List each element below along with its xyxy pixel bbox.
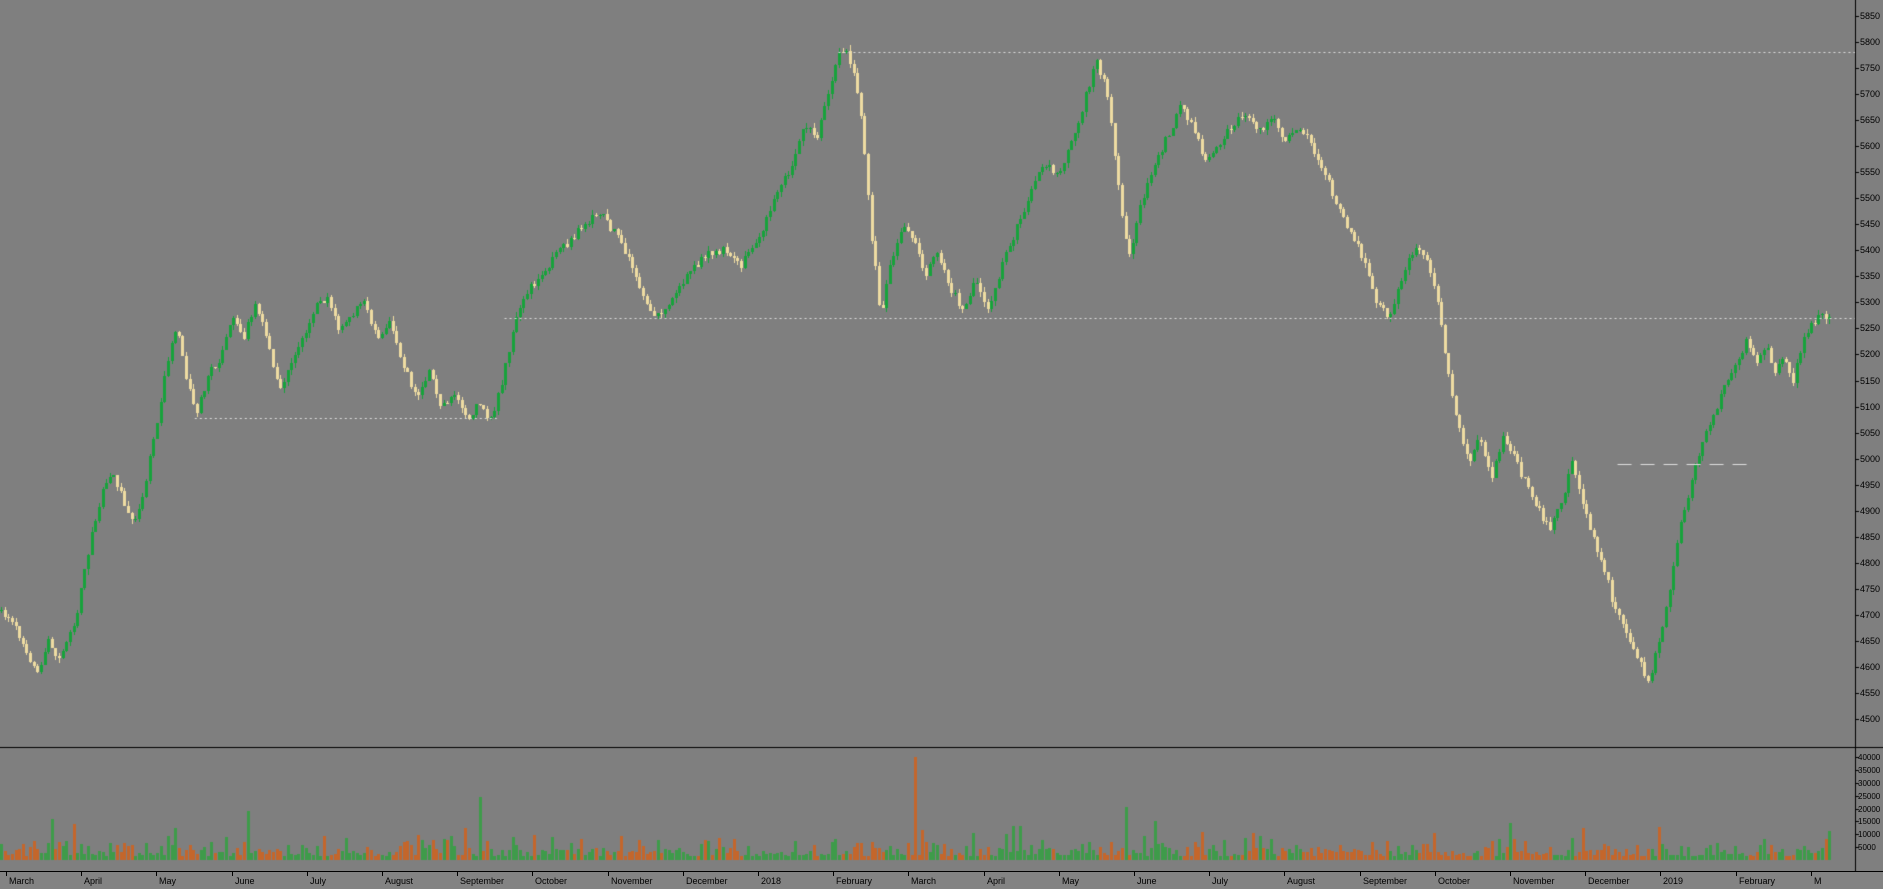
price-tick-label: 5350 (1860, 271, 1881, 282)
month-label: 2018 (761, 876, 782, 886)
volume-axis[interactable]: 40000 35000 30000 25000 20000 15000 10000 5000 (1855, 748, 1883, 871)
price-tick-label: 5300 (1860, 297, 1881, 308)
month-tick (1209, 872, 1210, 876)
price-axis[interactable]: 5850 5800 5750 5700 5650 5600 5550 5500 5450 5400… (1855, 0, 1883, 748)
month-tick (1059, 872, 1060, 876)
price-tick-label: 4900 (1860, 505, 1881, 516)
price-tick-label: 5450 (1860, 219, 1881, 230)
month-label: November (1513, 876, 1555, 886)
month-tick (6, 872, 7, 876)
price-tick-label: 5200 (1860, 349, 1881, 360)
month-tick (382, 872, 383, 876)
price-tick-label: 4700 (1860, 610, 1881, 621)
price-tick-label: 5800 (1860, 36, 1881, 47)
month-tick (833, 872, 834, 876)
month-label: April (987, 876, 1006, 886)
month-label: March (9, 876, 35, 886)
month-label: February (1739, 876, 1776, 886)
volume-tick-label: 10000 (1858, 830, 1881, 840)
month-tick (307, 872, 308, 876)
month-label: September (460, 876, 505, 886)
month-label: December (686, 876, 728, 886)
month-tick (1736, 872, 1737, 876)
month-label: August (1287, 876, 1316, 886)
price-tick-label: 5150 (1860, 375, 1881, 386)
month-tick (232, 872, 233, 876)
price-tick-label: 5000 (1860, 453, 1881, 464)
volume-tick-label: 15000 (1858, 817, 1881, 827)
volume-tick-label: 30000 (1858, 778, 1881, 788)
month-label: February (836, 876, 873, 886)
month-tick (1811, 872, 1812, 876)
month-tick (457, 872, 458, 876)
month-tick (908, 872, 909, 876)
month-tick (156, 872, 157, 876)
month-tick (1585, 872, 1586, 876)
price-tick-label: 5550 (1860, 167, 1881, 178)
volume-tick-label: 25000 (1858, 791, 1881, 801)
time-axis[interactable]: March April May June July August September Octo… (0, 871, 1883, 889)
volume-tick-label: 5000 (1858, 843, 1876, 853)
month-label: August (385, 876, 414, 886)
month-tick (1660, 872, 1661, 876)
price-tick-label: 5100 (1860, 401, 1881, 412)
month-tick (1284, 872, 1285, 876)
volume-tick-label: 40000 (1858, 753, 1881, 762)
month-label: December (1588, 876, 1630, 886)
price-tick-label: 4550 (1860, 688, 1881, 699)
volume-tick-label: 35000 (1858, 765, 1881, 775)
month-tick (1134, 872, 1135, 876)
month-tick (984, 872, 985, 876)
month-label: October (535, 876, 568, 886)
price-tick-label: 4850 (1860, 531, 1881, 542)
month-tick (683, 872, 684, 876)
month-label: July (1212, 876, 1229, 886)
price-tick-label: 4800 (1860, 557, 1881, 568)
month-label: M (1814, 876, 1822, 886)
month-tick (1510, 872, 1511, 876)
price-tick-label: 4600 (1860, 662, 1881, 673)
month-tick (532, 872, 533, 876)
month-label: June (1137, 876, 1157, 886)
price-tick-label: 5500 (1860, 193, 1881, 204)
month-tick (608, 872, 609, 876)
month-tick (1360, 872, 1361, 876)
month-tick (1435, 872, 1436, 876)
month-tick (81, 872, 82, 876)
month-label: October (1438, 876, 1471, 886)
price-tick-label: 5250 (1860, 323, 1881, 334)
month-tick (758, 872, 759, 876)
price-tick-label: 5050 (1860, 427, 1881, 438)
price-tick-label: 5400 (1860, 245, 1881, 256)
month-label: September (1363, 876, 1408, 886)
price-tick-label: 5700 (1860, 88, 1881, 99)
month-label: May (159, 876, 177, 886)
price-tick-label: 5850 (1860, 10, 1881, 21)
volume-tick-label: 20000 (1858, 804, 1881, 814)
price-tick-label: 5750 (1860, 62, 1881, 73)
month-label: July (310, 876, 327, 886)
month-label: May (1062, 876, 1080, 886)
month-label: March (911, 876, 937, 886)
price-tick-label: 4950 (1860, 479, 1881, 490)
price-tick-label: 5600 (1860, 140, 1881, 151)
month-label: April (84, 876, 103, 886)
price-tick-label: 5650 (1860, 114, 1881, 125)
month-label: 2019 (1663, 876, 1684, 886)
month-label: November (611, 876, 653, 886)
price-tick-label: 4500 (1860, 714, 1881, 725)
month-label: June (235, 876, 255, 886)
price-tick-label: 4750 (1860, 584, 1881, 595)
price-tick-label: 4650 (1860, 636, 1881, 647)
